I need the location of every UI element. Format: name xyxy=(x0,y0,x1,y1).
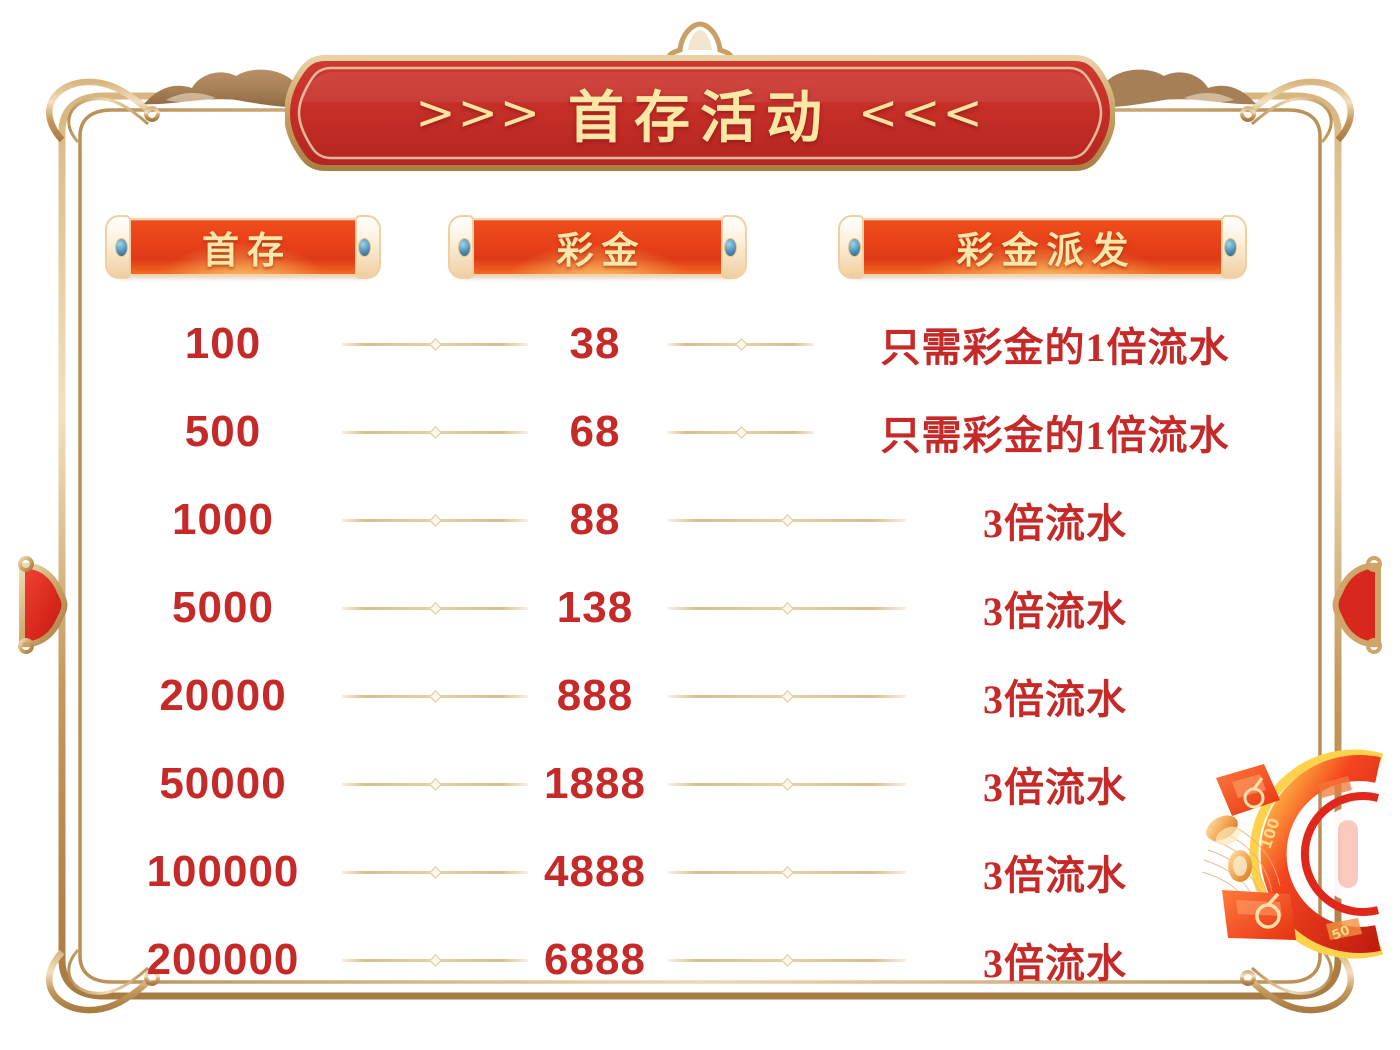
bonus-amount: 6888 xyxy=(544,935,646,984)
chevron-left-triple-icon: <<< xyxy=(858,85,985,141)
payout-condition: 只需彩金的1倍流水 xyxy=(880,325,1230,370)
gem-left-icon xyxy=(458,238,471,257)
column-header-bonus-label: 彩金 xyxy=(556,231,647,272)
gem-right-icon xyxy=(358,238,371,257)
connector-line xyxy=(668,601,906,615)
connector-line xyxy=(342,513,528,527)
connector-line xyxy=(668,953,906,967)
pill-body xyxy=(845,218,1240,276)
connector-line xyxy=(668,689,906,703)
connector-line xyxy=(668,337,814,351)
page-title: 首存活动 xyxy=(568,87,832,150)
connector-line xyxy=(342,337,528,351)
table-row: 100 38 只需彩金的1倍流水 xyxy=(0,300,1400,388)
connector-line xyxy=(342,953,528,967)
title-plate-shape xyxy=(285,55,1115,171)
connector-line xyxy=(668,425,814,439)
column-headers: 首存 彩金 彩金派发 xyxy=(0,212,1400,288)
bonus-amount: 138 xyxy=(556,583,634,632)
payout-condition: 3倍流水 xyxy=(983,765,1127,810)
column-header-payout-label: 彩金派发 xyxy=(956,231,1137,272)
table-row: 1000 88 3倍流水 xyxy=(0,476,1400,564)
payout-condition: 只需彩金的1倍流水 xyxy=(880,413,1230,458)
bonus-amount: 88 xyxy=(569,495,621,544)
payout-condition: 3倍流水 xyxy=(983,589,1127,634)
title-ribbon: >>> 首存活动 <<< xyxy=(285,18,1115,178)
deposit-amount: 100 xyxy=(184,319,262,368)
hanger-hook-icon xyxy=(665,21,735,62)
column-header-deposit: 首存 xyxy=(105,215,381,279)
table-row: 20000 888 3倍流水 xyxy=(0,652,1400,740)
table-row: 200000 6888 3倍流水 xyxy=(0,916,1400,1004)
connector-line xyxy=(342,865,528,879)
deposit-amount: 20000 xyxy=(159,671,287,720)
deposit-amount: 50000 xyxy=(159,759,287,808)
bonus-amount: 4888 xyxy=(544,847,646,896)
gem-right-icon xyxy=(724,238,737,257)
connector-line xyxy=(342,689,528,703)
payout-condition: 3倍流水 xyxy=(983,853,1127,898)
connector-line xyxy=(668,513,906,527)
gem-left-icon xyxy=(115,238,128,257)
deposit-amount: 500 xyxy=(184,407,262,456)
title-text-row: >>> 首存活动 <<< xyxy=(285,54,1115,172)
deposit-amount: 1000 xyxy=(172,495,274,544)
table-row: 5000 138 3倍流水 xyxy=(0,564,1400,652)
bonus-amount: 68 xyxy=(569,407,621,456)
bonus-amount: 1888 xyxy=(544,759,646,808)
connector-line xyxy=(342,425,528,439)
table-row: 500 68 只需彩金的1倍流水 xyxy=(0,388,1400,476)
payout-condition: 3倍流水 xyxy=(983,677,1127,722)
deposit-amount: 200000 xyxy=(146,935,300,984)
table-row: 50000 1888 3倍流水 xyxy=(0,740,1400,828)
column-header-payout: 彩金派发 xyxy=(838,215,1247,279)
column-header-deposit-label: 首存 xyxy=(202,231,292,272)
connector-line xyxy=(342,777,528,791)
column-header-bonus: 彩金 xyxy=(448,215,747,279)
table-row: 100000 4888 3倍流水 xyxy=(0,828,1400,916)
deposit-amount: 100000 xyxy=(146,847,300,896)
gem-right-icon xyxy=(1224,238,1237,257)
payout-condition: 3倍流水 xyxy=(983,501,1127,546)
payout-condition: 3倍流水 xyxy=(983,941,1127,986)
deposit-amount: 5000 xyxy=(172,583,274,632)
deposit-bonus-table: 100 38 只需彩金的1倍流水 500 68 只需彩金的1倍流水 1000 8… xyxy=(0,300,1400,1004)
pill-body xyxy=(112,218,374,276)
connector-line xyxy=(668,865,906,879)
chevron-right-triple-icon: >>> xyxy=(415,85,542,141)
bonus-amount: 888 xyxy=(556,671,634,720)
connector-line xyxy=(342,601,528,615)
gem-left-icon xyxy=(848,238,861,257)
bonus-amount: 38 xyxy=(569,319,621,368)
connector-line xyxy=(668,777,906,791)
